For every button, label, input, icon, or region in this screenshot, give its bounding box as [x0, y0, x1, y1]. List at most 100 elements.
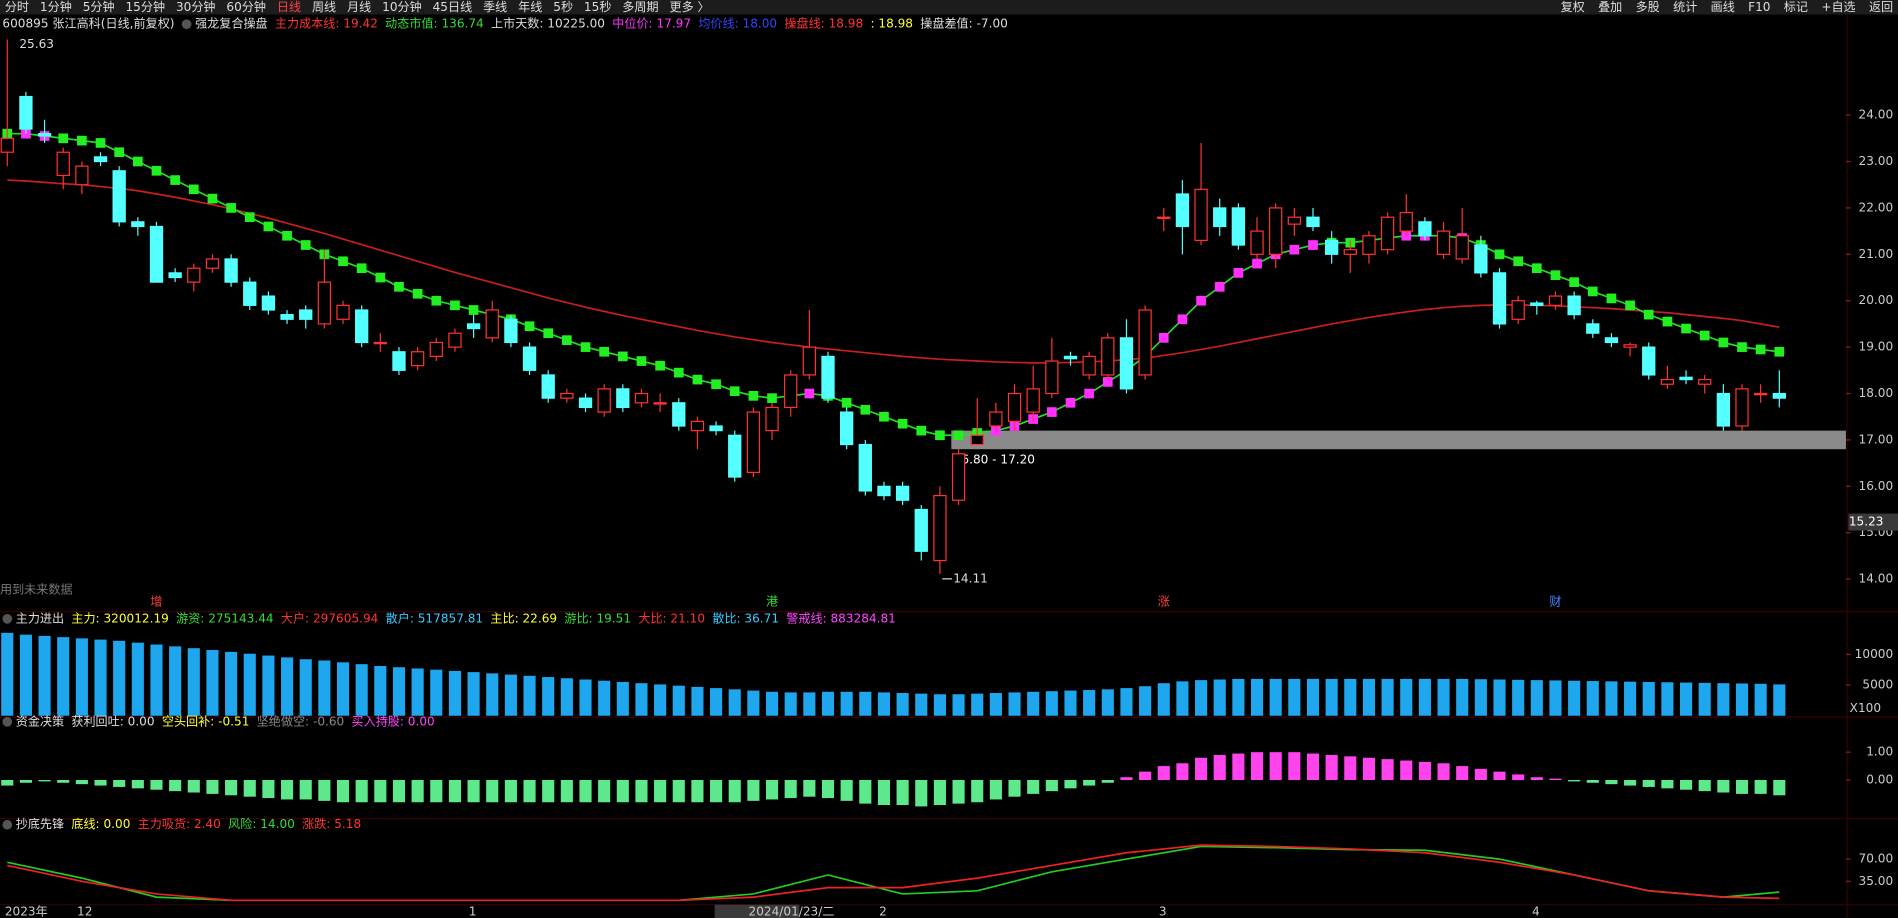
toolbar-button[interactable]: 叠加: [1598, 0, 1622, 14]
x-tick-label: 12: [77, 904, 92, 918]
toolbar-tab[interactable]: 月线: [347, 0, 371, 14]
bar: [1101, 779, 1114, 783]
candle-body: [1418, 221, 1432, 237]
ma-marker: [1196, 295, 1206, 306]
bar: [1773, 684, 1786, 716]
bar: [1064, 779, 1077, 789]
bar: [616, 779, 629, 803]
candle-body: [205, 258, 220, 269]
bar: [1456, 766, 1469, 780]
candle-body: [1511, 300, 1525, 320]
bar: [691, 779, 704, 803]
bar: [486, 779, 499, 803]
toolbar-tab[interactable]: 10分钟: [382, 0, 422, 14]
bar: [1232, 678, 1245, 716]
bar: [262, 779, 275, 799]
toolbar-button[interactable]: 画线: [1711, 0, 1735, 14]
toolbar-tab[interactable]: 1分钟: [40, 0, 72, 14]
ma-marker: [729, 386, 740, 397]
ma-marker: [1531, 263, 1542, 274]
candle-body: [914, 508, 928, 552]
bar: [765, 691, 779, 716]
bar: [1101, 689, 1114, 716]
candle-body: [1213, 207, 1227, 228]
toolbar-button[interactable]: F10: [1748, 0, 1770, 14]
bar: [411, 668, 424, 716]
candle-body: [821, 355, 835, 399]
bar: [1437, 763, 1450, 780]
toolbar-button[interactable]: +自选: [1821, 0, 1855, 14]
candle-body: [877, 485, 891, 497]
bar: [1064, 690, 1077, 716]
candle-body: [261, 295, 276, 311]
toolbar-tab[interactable]: 15分钟: [125, 0, 165, 14]
bar: [38, 779, 51, 782]
bar: [1735, 779, 1749, 794]
toolbar-tab[interactable]: 60分钟: [226, 0, 266, 14]
toolbar-tab[interactable]: 15秒: [584, 0, 611, 14]
bar: [150, 644, 163, 716]
toolbar-tab[interactable]: 季线: [483, 0, 507, 14]
bar: [169, 779, 182, 792]
toolbar-tab[interactable]: 分时: [5, 0, 29, 14]
support-zone: [951, 430, 1846, 450]
candle-body: [1530, 302, 1544, 306]
toolbar-button[interactable]: 标记: [1784, 0, 1808, 14]
toolbar-tab[interactable]: 更多 〉: [669, 0, 709, 14]
bar: [1027, 779, 1040, 794]
bar: [131, 779, 144, 789]
bar: [57, 637, 70, 716]
toolbar-tab[interactable]: 30分钟: [176, 0, 216, 14]
candle-body: [0, 137, 14, 153]
toolbar-tab[interactable]: 5分钟: [83, 0, 115, 14]
toolbar-tab[interactable]: 多周期: [622, 0, 658, 14]
toolbar-button[interactable]: 复权: [1561, 0, 1585, 14]
ma-marker: [300, 240, 311, 250]
ma-marker: [244, 212, 255, 223]
bar: [187, 779, 200, 793]
bar: [1512, 774, 1525, 780]
toolbar-button[interactable]: 返回: [1869, 0, 1893, 14]
bar: [281, 657, 294, 716]
candle-body: [1362, 235, 1376, 255]
candle-body: [728, 434, 742, 478]
toolbar-button[interactable]: 多股: [1636, 0, 1660, 14]
bar: [1642, 681, 1655, 716]
bar: [915, 693, 928, 716]
candle-body: [1045, 360, 1059, 395]
y-tick-label: 16.00: [1859, 479, 1894, 493]
candle-body: [1026, 388, 1040, 413]
bar: [803, 779, 816, 797]
bar: [38, 635, 51, 716]
toolbar-tab[interactable]: 日线: [277, 0, 301, 14]
bar: [896, 779, 909, 806]
candle-body: [149, 225, 164, 283]
ma-marker: [1513, 256, 1524, 267]
candle-body: [1679, 376, 1693, 381]
ma-marker: [58, 133, 69, 144]
candle-body: [1194, 188, 1208, 241]
bar: [1642, 779, 1655, 787]
toolbar-button[interactable]: 统计: [1673, 0, 1697, 14]
bar: [1512, 679, 1525, 716]
candle-body: [429, 341, 443, 357]
candle-body: [597, 388, 611, 413]
toolbar-tab[interactable]: 45日线: [433, 0, 473, 14]
candle-body: [1586, 323, 1600, 334]
candle-body: [485, 309, 499, 339]
y-tick-label: 1.00: [1866, 745, 1893, 759]
ma-marker: [1233, 268, 1244, 278]
candle-body: [19, 95, 33, 130]
bar: [392, 667, 406, 716]
bar: [1195, 757, 1208, 780]
toolbar-tab[interactable]: 5秒: [553, 0, 573, 14]
candle-body: [690, 420, 705, 432]
toolbar-tab[interactable]: 周线: [312, 0, 336, 14]
bar: [1344, 678, 1357, 716]
ma-marker: [636, 356, 647, 366]
indicator-stat: : 18.98: [870, 17, 913, 31]
bar: [1, 632, 14, 716]
toolbar-tab[interactable]: 年线: [518, 0, 542, 14]
bar: [598, 779, 611, 803]
